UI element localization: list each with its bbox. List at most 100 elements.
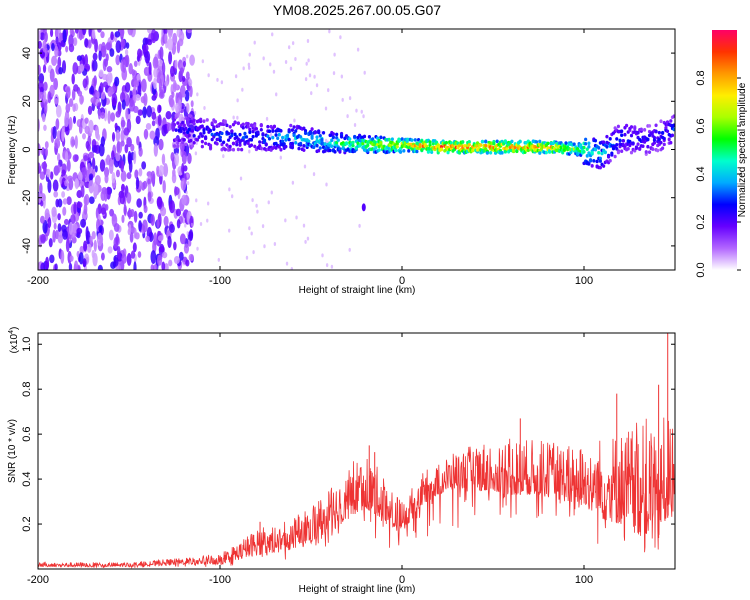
spectrogram-cell <box>248 52 251 57</box>
spectrogram-cell <box>598 159 602 163</box>
spectrogram-cell <box>202 119 206 123</box>
spectrogram-cell <box>646 144 650 149</box>
spectrogram-cell <box>641 144 645 149</box>
spectrogram-cell <box>222 140 226 145</box>
spectrogram-cell <box>661 146 665 150</box>
spectrogram-cell <box>38 40 42 49</box>
spectrogram-cell <box>183 93 186 98</box>
spectrogram-cell <box>51 206 57 218</box>
spectrogram-cell <box>631 141 635 145</box>
spectrogram-cell <box>178 99 182 112</box>
spectrogram-cell <box>585 154 589 158</box>
spectrogram-cell <box>636 142 640 146</box>
spectrogram-cell <box>294 140 298 145</box>
spectrogram-cell <box>184 223 187 228</box>
spectrogram-cell <box>587 145 591 149</box>
spectrogram-cell <box>128 223 132 232</box>
spectrogram-cell <box>40 262 46 270</box>
spectrogram-cell <box>97 108 101 120</box>
spectrogram-cell <box>335 132 339 137</box>
spectrogram-cell <box>317 129 321 133</box>
spectrogram-cell <box>190 100 194 108</box>
spectrogram-cell <box>61 191 66 198</box>
spectrogram-cell <box>669 140 673 145</box>
spectrogram-cell <box>564 141 568 145</box>
spectrogram-cell <box>285 133 290 138</box>
spectrogram-cell <box>362 134 367 139</box>
spectrogram-cell <box>395 142 399 146</box>
spectrogram-cell <box>54 45 59 58</box>
spectrogram-cell <box>132 242 137 253</box>
spectrogram-cell <box>47 179 52 193</box>
snr-y-tick-label: 0.6 <box>21 426 33 441</box>
spectrogram-cell <box>310 91 313 96</box>
snr-y-tick-label: 0.2 <box>21 516 33 531</box>
spectrogram-cell <box>76 201 83 209</box>
spectrogram-cell <box>273 242 277 247</box>
spectrogram-cell <box>151 111 157 120</box>
spectrogram-cell <box>253 144 257 149</box>
spectrogram-cell <box>202 130 206 135</box>
spectrogram-cell <box>232 115 235 120</box>
spectrogram-cell <box>390 137 394 141</box>
spectrogram-cell <box>174 152 180 167</box>
spectrogram-cell <box>272 124 277 129</box>
spectrogram-cell <box>444 140 449 145</box>
spectrogram-cell <box>621 139 625 143</box>
spectrogram-cell <box>120 170 127 182</box>
spectrogram-cell <box>94 38 98 53</box>
spectrogram-cell <box>290 145 295 150</box>
spectrogram-cell <box>231 147 236 152</box>
spectrogram-cell <box>86 243 92 253</box>
spectrogram-cell <box>111 172 116 184</box>
spectrogram-cell <box>613 154 617 159</box>
spectrogram-cell <box>91 231 96 240</box>
spectrogram-cell <box>88 151 95 159</box>
spectrogram-cell <box>115 110 121 118</box>
spectrogram-cell <box>126 137 132 148</box>
spectrogram-cell <box>339 35 342 40</box>
snr-marks <box>38 333 675 569</box>
spectrogram-cell <box>446 150 450 155</box>
spectrogram-cell <box>282 142 286 146</box>
spectrogram-cell <box>174 59 178 69</box>
spectrogram-cell <box>100 207 107 215</box>
spectrogram-y-ticks: -40 -20 0 20 40 <box>21 47 675 254</box>
spectrogram-cell <box>129 90 133 99</box>
spectrogram-cell <box>238 143 242 147</box>
spectrogram-cell <box>44 141 49 149</box>
spectrogram-cell <box>290 266 294 270</box>
spectrogram-cell <box>57 213 61 221</box>
spectrogram-cell <box>562 148 566 152</box>
spectrogram-cell <box>155 127 160 141</box>
spectrogram-cell <box>310 134 314 138</box>
spectrogram-cell <box>113 222 120 232</box>
spectrogram-cell <box>182 123 186 128</box>
spectrogram-cell <box>142 44 149 53</box>
spectrogram-cell <box>236 121 240 125</box>
spectrogram-cell <box>618 138 622 143</box>
spectrogram-cell <box>325 182 328 187</box>
spectrogram-cell <box>100 190 106 202</box>
spectrogram-cell <box>267 137 272 141</box>
spectrogram-cell <box>121 253 127 264</box>
spectrogram-cell <box>636 130 640 135</box>
spectrogram-cell <box>259 146 263 151</box>
spectrogram-cell <box>333 52 336 57</box>
spectrogram-cell <box>190 144 195 148</box>
spectrogram-cell <box>236 98 239 103</box>
spectrogram-cell <box>167 37 174 51</box>
spectrogram-cell <box>236 115 239 120</box>
spectrogram-cell <box>665 129 670 134</box>
spectrogram-cell <box>87 105 93 115</box>
spectrogram-cell <box>606 155 611 159</box>
spectrogram-cell <box>120 160 125 173</box>
spectrogram-cell <box>633 126 637 131</box>
colorbar: 0.0 0.2 0.4 0.6 0.8 Normalized spectral ampl… <box>695 30 748 278</box>
spectrogram-cell <box>160 206 167 217</box>
spectrogram-cell <box>130 143 135 152</box>
spectrogram-cell <box>97 264 103 270</box>
spectrogram-cell <box>99 82 104 94</box>
spectrogram-cell <box>500 151 504 155</box>
spectrogram-cell <box>186 231 189 236</box>
